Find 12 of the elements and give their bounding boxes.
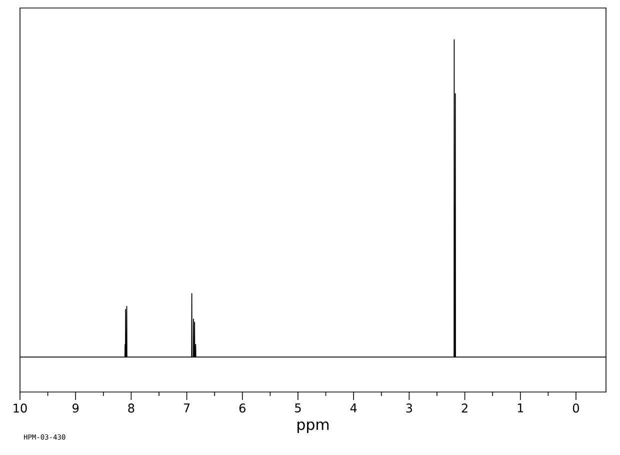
x-tick-label: 6 xyxy=(239,404,246,413)
x-tick-label: 7 xyxy=(184,404,190,412)
x-tick-label: 5 xyxy=(295,404,301,412)
x-tick-label: 9 xyxy=(72,404,79,413)
x-tick-label: 10 xyxy=(14,404,27,413)
x-axis-title: ppm xyxy=(298,421,329,433)
x-tick-label: 4 xyxy=(350,404,357,412)
x-tick-label: 2 xyxy=(462,404,468,412)
x-tick-label: 0 xyxy=(572,404,579,413)
x-tick-label: 1 xyxy=(518,404,524,412)
x-tick-label: 3 xyxy=(406,404,412,413)
x-tick-label: 8 xyxy=(128,404,134,413)
